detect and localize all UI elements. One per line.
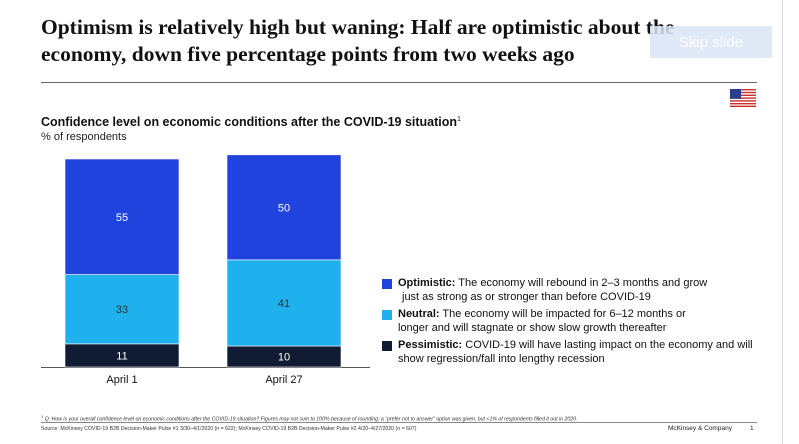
title-divider [41, 82, 757, 83]
data-label-pessimistic-1: 11 [116, 350, 127, 362]
legend-swatch-neutral [382, 310, 392, 320]
chart-subtitle: % of respondents [41, 131, 127, 143]
legend-item-optimistic: Optimistic: The economy will rebound in … [382, 277, 777, 304]
legend-swatch-optimistic [382, 279, 392, 289]
legend-text-optimistic: The economy will rebound in 2–3 months a… [455, 277, 708, 289]
source-note: Source: McKinsey COVID-19 B2B Decision-M… [41, 426, 417, 432]
legend-text-pessimistic-line2: show regression/fall into lengthy recess… [398, 352, 605, 365]
legend-label-neutral: Neutral: [398, 308, 440, 320]
bar-segment-neutral-1 [64, 274, 180, 345]
legend-text-optimistic-line2: just as strong as or stronger than befor… [402, 290, 651, 303]
slide-edge [782, 0, 783, 444]
legend-item-pessimistic: Pessimistic: COVID-19 will have lasting … [382, 339, 777, 366]
skip-slide-button[interactable]: Skip slide [650, 26, 772, 58]
data-label-optimistic-1: 55 [116, 212, 128, 224]
chart-title: Confidence level on economic conditions … [41, 115, 461, 129]
slide-title: Optimism is relatively high but waning: … [41, 15, 675, 66]
data-label-neutral-1: 33 [116, 304, 128, 316]
bar-segment-optimistic-2 [226, 154, 342, 261]
category-label-1: April 1 [106, 374, 137, 386]
category-label-2: April 27 [265, 374, 302, 386]
legend-swatch-pessimistic [382, 341, 392, 351]
legend-item-neutral: Neutral: The economy will be impacted fo… [382, 308, 777, 335]
data-label-optimistic-2: 50 [278, 202, 290, 214]
footer-divider [41, 422, 757, 423]
legend-text-neutral-line2: longer and will stagnate or show slow gr… [398, 321, 667, 334]
data-label-pessimistic-2: 10 [278, 351, 290, 363]
legend-label-pessimistic: Pessimistic: [398, 339, 463, 351]
chart-legend: Optimistic: The economy will rebound in … [382, 277, 777, 370]
footnote: 1 Q: How is your overall confidence leve… [41, 414, 578, 423]
data-label-neutral-2: 41 [278, 298, 290, 310]
legend-text-neutral: The economy will be impacted for 6–12 mo… [439, 308, 686, 320]
page-number: 1 [750, 425, 754, 432]
legend-label-optimistic: Optimistic: [398, 277, 456, 289]
us-flag-icon [730, 89, 756, 107]
bar-segment-optimistic-1 [64, 158, 180, 275]
bar-segment-neutral-2 [226, 259, 342, 347]
brand-name: McKinsey & Company [668, 425, 732, 432]
legend-text-pessimistic: COVID-19 will have lasting impact on the… [462, 339, 753, 351]
